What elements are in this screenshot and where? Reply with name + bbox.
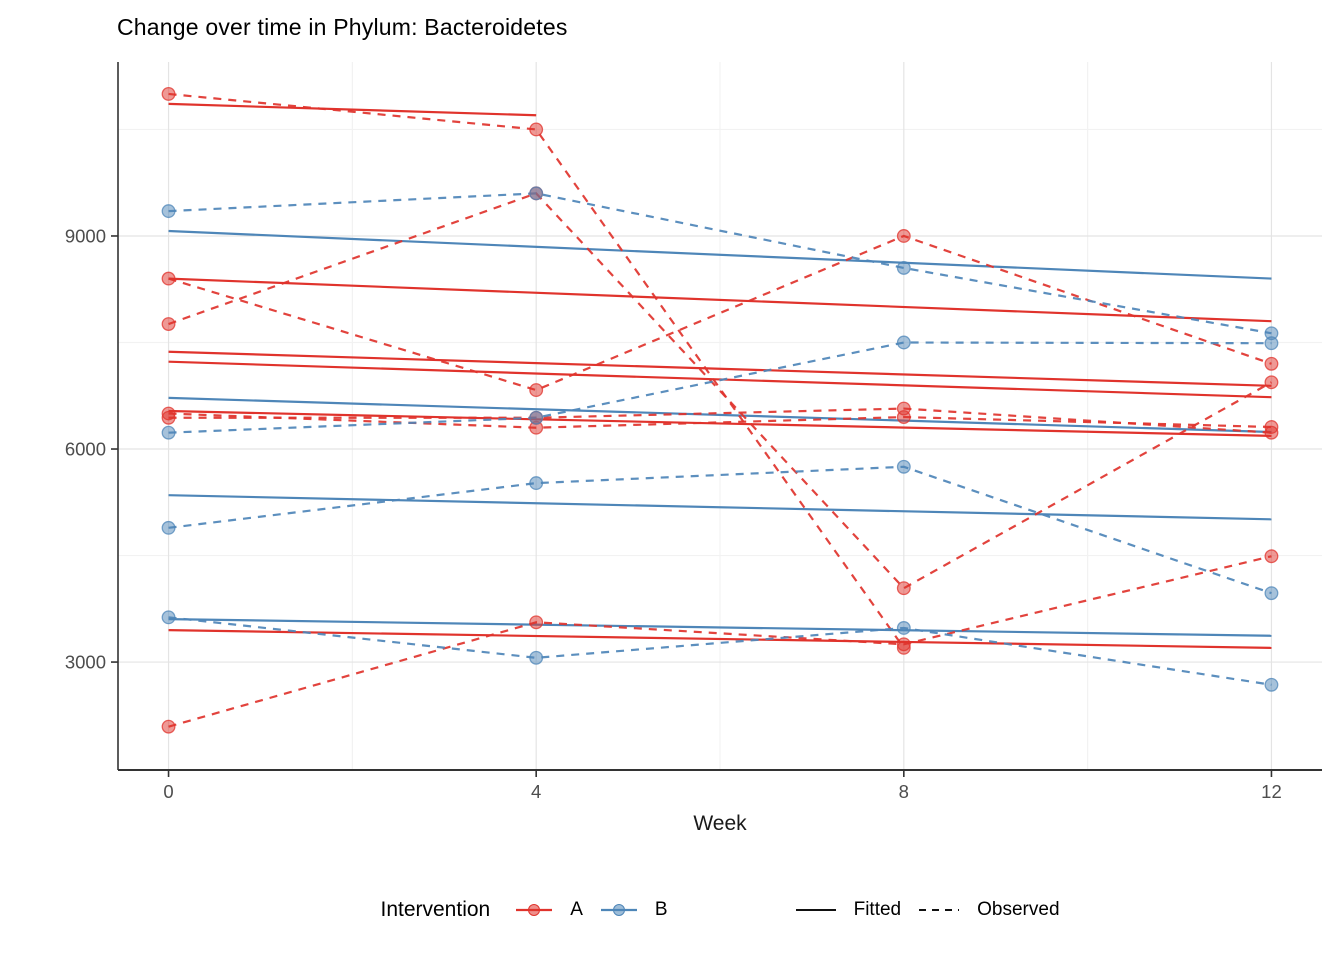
- data-point-B4-w0: [161, 610, 176, 625]
- y-tick-label: 6000: [65, 439, 106, 460]
- data-point-A2-w8: [896, 229, 911, 243]
- data-point-B2-w0: [161, 425, 176, 440]
- fitted-line-B1: [168, 229, 1272, 280]
- observed-line-A4: [168, 412, 1272, 429]
- data-point-A2-w12: [1264, 356, 1279, 371]
- x-tick-label: 12: [1261, 781, 1282, 802]
- fitted-line-B3: [168, 494, 1272, 521]
- data-point-A6-w0: [161, 719, 176, 734]
- data-point-A1-w4: [529, 122, 544, 137]
- fitted-line-A2: [168, 277, 1272, 323]
- x-tick-label: 0: [163, 781, 173, 802]
- observed-line-A3: [168, 192, 1272, 590]
- fitted-line-A1: [168, 102, 537, 117]
- chart-title: Change over time in Phylum: Bacteroidete…: [117, 14, 568, 40]
- data-point-B1-w8: [896, 260, 911, 275]
- legend-label-fitted: Fitted: [853, 899, 902, 920]
- data-point-B3-w12: [1264, 586, 1279, 601]
- data-point-A3-w8: [896, 581, 911, 596]
- data-point-A3-w0: [161, 317, 176, 331]
- fitted-line-A3: [168, 350, 1272, 387]
- data-point-B2-w12: [1264, 336, 1279, 351]
- data-point-A2-w0: [161, 271, 176, 286]
- x-tick-label: 4: [531, 781, 541, 802]
- data-point-B4-w8: [896, 621, 911, 635]
- fitted-line-A6: [168, 629, 1272, 649]
- data-point-B1-w0: [161, 204, 176, 219]
- y-tick-label: 9000: [65, 225, 106, 246]
- data-point-A6-w4: [529, 615, 544, 630]
- fitted-line-B2: [168, 396, 1272, 434]
- chart-legend: Intervention A B Fitted Observed: [118, 890, 1322, 930]
- fitted-line-B4: [168, 617, 1272, 637]
- legend-key-fitted-icon: [795, 909, 836, 911]
- data-point-B1-w4: [529, 186, 544, 201]
- data-point-A6-w8: [896, 637, 911, 652]
- data-point-A5-w8: [896, 401, 911, 416]
- legend-key-observed-icon: [919, 909, 960, 911]
- data-point-B4-w4: [529, 650, 544, 665]
- data-point-B2-w8: [896, 335, 911, 350]
- data-point-B4-w12: [1264, 677, 1279, 692]
- legend-label-b: B: [654, 899, 668, 920]
- data-point-B3-w8: [896, 459, 911, 474]
- data-point-A2-w4: [529, 383, 544, 398]
- data-point-A3-w12: [1264, 375, 1279, 390]
- observed-line-B3: [168, 465, 1272, 595]
- observed-line-B2: [168, 341, 1272, 434]
- observed-line-B1: [168, 192, 1272, 335]
- legend-key-a-icon: [516, 904, 553, 916]
- y-tick-label: 3000: [65, 652, 106, 673]
- data-point-B3-w4: [529, 476, 544, 491]
- data-point-B3-w0: [161, 520, 176, 535]
- x-axis-title: Week: [693, 812, 747, 835]
- observed-line-A5: [168, 407, 1272, 434]
- observed-line-B4: [168, 616, 1272, 686]
- observed-line-A2: [168, 234, 1272, 392]
- x-tick-label: 8: [899, 781, 909, 802]
- legend-label-a: A: [570, 899, 583, 920]
- data-point-A6-w12: [1264, 549, 1279, 564]
- data-point-A5-w0: [161, 410, 176, 425]
- data-point-A1-w0: [161, 87, 176, 101]
- observed-line-A1: [168, 92, 905, 649]
- data-point-B2-w4: [529, 410, 544, 425]
- data-point-A5-w12: [1264, 425, 1279, 440]
- legend-title: Intervention: [380, 898, 491, 921]
- legend-key-b-icon: [600, 904, 637, 916]
- fitted-line-A5: [168, 409, 1272, 437]
- legend-label-observed: Observed: [977, 899, 1060, 920]
